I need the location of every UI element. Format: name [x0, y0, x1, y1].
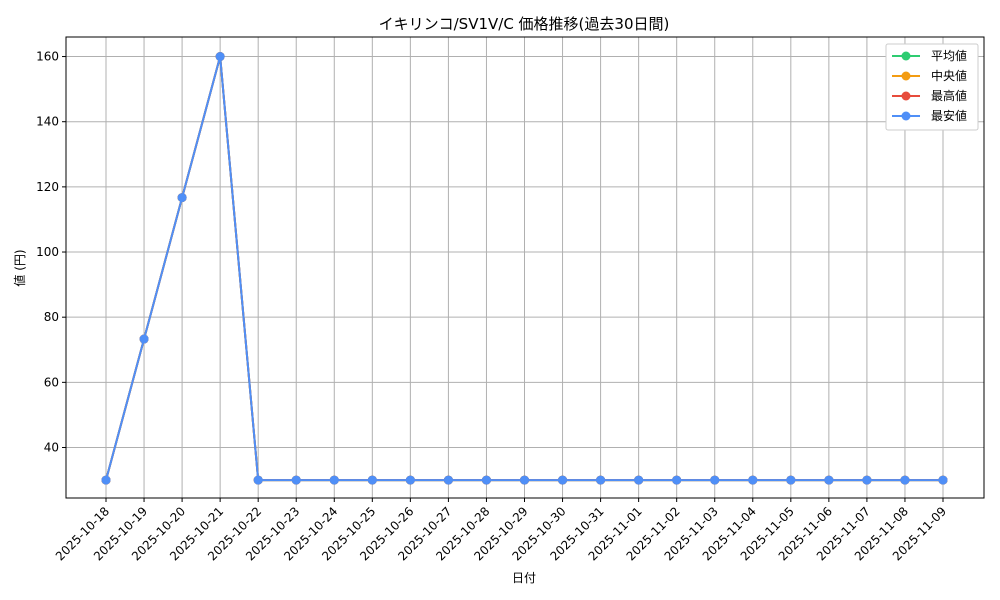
chart-title: イキリンコ/SV1V/C 価格推移(過去30日間) [379, 15, 670, 33]
y-axis-label: 値 (円) [12, 249, 27, 286]
data-point [177, 193, 187, 203]
y-tick-label: 160 [36, 50, 59, 64]
legend-swatch-marker [901, 51, 911, 61]
data-point [596, 475, 606, 485]
data-point [938, 475, 948, 485]
data-point [634, 475, 644, 485]
legend-swatch-marker [901, 111, 911, 121]
x-axis-label: 日付 [512, 571, 536, 585]
data-point [558, 475, 568, 485]
y-tick-label: 120 [36, 180, 59, 194]
data-point [291, 475, 301, 485]
legend-label: 中央値 [931, 68, 967, 83]
y-axis: 40 60 80 100 120 140 160 [36, 50, 66, 455]
data-point [405, 475, 415, 485]
data-point [748, 475, 758, 485]
data-point [481, 475, 491, 485]
data-point [443, 475, 453, 485]
y-tick-label: 60 [44, 375, 59, 389]
data-point [215, 52, 225, 62]
legend-label: 平均値 [931, 48, 967, 63]
data-point [329, 475, 339, 485]
data-point [101, 475, 111, 485]
data-point [900, 475, 910, 485]
data-point [862, 475, 872, 485]
legend-box [885, 43, 979, 131]
y-tick-label: 40 [44, 441, 59, 455]
data-point [710, 475, 720, 485]
legend-swatch-marker [901, 91, 911, 101]
legend-label: 最高値 [931, 88, 967, 103]
data-point [253, 475, 263, 485]
data-point [786, 475, 796, 485]
legend-swatch-marker [901, 71, 911, 81]
grid [66, 37, 984, 498]
data-point [139, 334, 149, 344]
legend-label: 最安値 [931, 108, 967, 123]
series-group [101, 52, 948, 485]
x-axis: 2025-10-182025-10-192025-10-202025-10-21… [53, 498, 949, 563]
data-point [520, 475, 529, 485]
y-tick-label: 80 [44, 310, 59, 324]
data-point [672, 475, 682, 485]
data-point [367, 475, 377, 485]
y-tick-label: 100 [36, 245, 59, 259]
y-tick-label: 140 [36, 115, 59, 129]
data-point [824, 475, 834, 485]
